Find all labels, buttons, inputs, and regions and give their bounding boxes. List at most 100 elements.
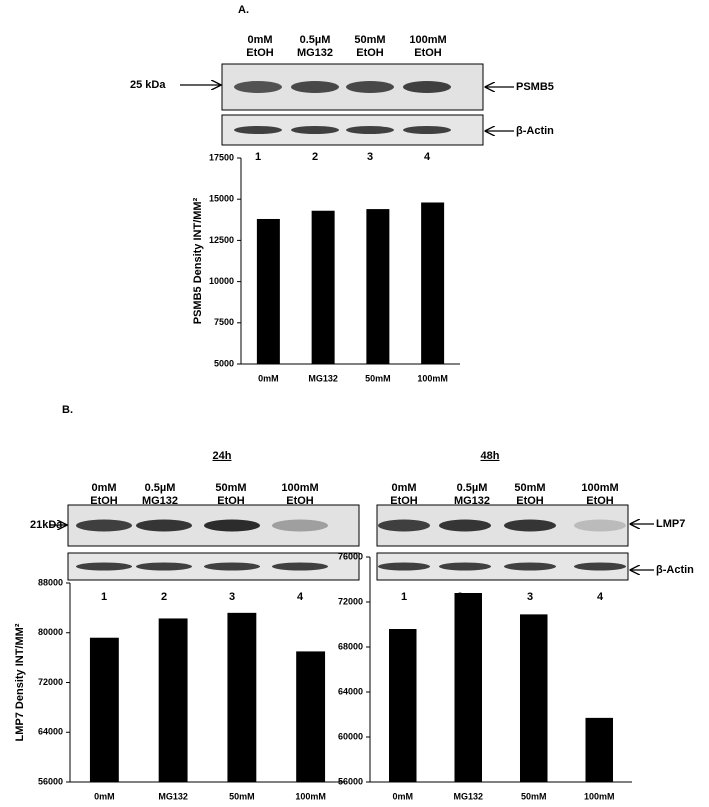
- lane-header: 50mM: [215, 482, 246, 494]
- band: [403, 81, 451, 93]
- y-tick-label: 12500: [209, 235, 234, 245]
- x-tick-label: MG132: [158, 791, 188, 801]
- band: [76, 562, 132, 571]
- y-tick-label: 17500: [209, 152, 234, 162]
- bar: [89, 637, 119, 782]
- bar: [454, 593, 483, 782]
- band: [378, 519, 430, 532]
- y-tick-label: 56000: [338, 776, 363, 786]
- band: [504, 562, 556, 571]
- lane-header: 0mM: [91, 482, 116, 494]
- lane-header: 0mM: [391, 482, 416, 494]
- y-tick-label: 76000: [338, 551, 363, 561]
- y-tick-label: 72000: [38, 677, 63, 687]
- y-tick-label: 80000: [38, 627, 63, 637]
- band: [204, 519, 260, 532]
- lane-number: 1: [401, 591, 407, 603]
- bar: [366, 209, 390, 364]
- band: [291, 126, 339, 134]
- lane-header: MG132: [454, 495, 490, 507]
- band-label: LMP7: [656, 518, 685, 530]
- band: [504, 519, 556, 532]
- lane-number: 2: [161, 591, 167, 603]
- band: [204, 562, 260, 571]
- lane-number: 3: [229, 591, 235, 603]
- lane-number: 4: [297, 591, 304, 603]
- blot-title: 48h: [481, 450, 500, 462]
- band: [136, 519, 192, 532]
- x-tick-label: 0mM: [258, 373, 279, 383]
- panel-label: A.: [238, 4, 249, 16]
- y-tick-label: 5000: [214, 358, 234, 368]
- y-tick-label: 10000: [209, 276, 234, 286]
- band: [346, 126, 394, 134]
- lane-header: EtOH: [90, 495, 118, 507]
- y-axis-label: PSMB5 Density INT/MM²: [192, 197, 204, 324]
- y-axis-label: LMP7 Density INT/MM²: [14, 623, 26, 741]
- lane-header: EtOH: [516, 495, 544, 507]
- band: [234, 81, 282, 93]
- band: [272, 519, 328, 532]
- bar: [519, 614, 548, 782]
- marker-label: 25 kDa: [130, 79, 166, 91]
- lane-header: 0.5µM: [457, 482, 488, 494]
- y-tick-label: 68000: [338, 641, 363, 651]
- lane-number: 1: [101, 591, 107, 603]
- lane-header: EtOH: [586, 495, 614, 507]
- bar: [158, 618, 188, 782]
- lane-header: 50mM: [354, 34, 385, 46]
- y-tick-label: 64000: [338, 686, 363, 696]
- band: [439, 519, 491, 532]
- y-tick-label: 15000: [209, 194, 234, 204]
- lane-header: 50mM: [514, 482, 545, 494]
- band: [136, 562, 192, 571]
- lane-number: 2: [312, 151, 318, 163]
- blot-title: 24h: [213, 450, 232, 462]
- band: [403, 126, 451, 134]
- x-tick-label: 0mM: [94, 791, 115, 801]
- band-label: β-Actin: [516, 125, 554, 137]
- lane-number: 3: [527, 591, 533, 603]
- band: [346, 81, 394, 93]
- lane-header: EtOH: [390, 495, 418, 507]
- band: [574, 519, 626, 532]
- lane-header: 100mM: [581, 482, 618, 494]
- band: [574, 562, 626, 571]
- lane-header: EtOH: [217, 495, 245, 507]
- band-label: PSMB5: [516, 81, 554, 93]
- lane-header: 0.5µM: [300, 34, 331, 46]
- y-tick-label: 56000: [38, 776, 63, 786]
- lane-header: EtOH: [246, 47, 274, 59]
- band: [439, 562, 491, 571]
- band-label: β-Actin: [656, 564, 694, 576]
- x-tick-label: MG132: [308, 373, 338, 383]
- x-tick-label: MG132: [453, 791, 483, 801]
- lane-number: 3: [367, 151, 373, 163]
- lane-header: EtOH: [414, 47, 442, 59]
- bar: [296, 651, 326, 782]
- y-tick-label: 64000: [38, 727, 63, 737]
- y-tick-label: 72000: [338, 596, 363, 606]
- bar: [585, 717, 614, 782]
- bar: [388, 629, 417, 782]
- bar: [227, 612, 257, 782]
- lane-number: 1: [255, 151, 261, 163]
- x-tick-label: 0mM: [392, 791, 413, 801]
- x-tick-label: 100mM: [584, 791, 615, 801]
- bar: [256, 218, 280, 364]
- band: [291, 81, 339, 93]
- band: [378, 562, 430, 571]
- band: [272, 562, 328, 571]
- x-tick-label: 50mM: [365, 373, 391, 383]
- x-tick-label: 50mM: [229, 791, 255, 801]
- lane-header: EtOH: [286, 495, 314, 507]
- lane-header: 0mM: [247, 34, 272, 46]
- band: [234, 126, 282, 134]
- x-tick-label: 50mM: [521, 791, 547, 801]
- lane-header: MG132: [297, 47, 333, 59]
- lane-header: MG132: [142, 495, 178, 507]
- lane-header: 100mM: [281, 482, 318, 494]
- y-tick-label: 7500: [214, 317, 234, 327]
- x-tick-label: 100mM: [295, 791, 326, 801]
